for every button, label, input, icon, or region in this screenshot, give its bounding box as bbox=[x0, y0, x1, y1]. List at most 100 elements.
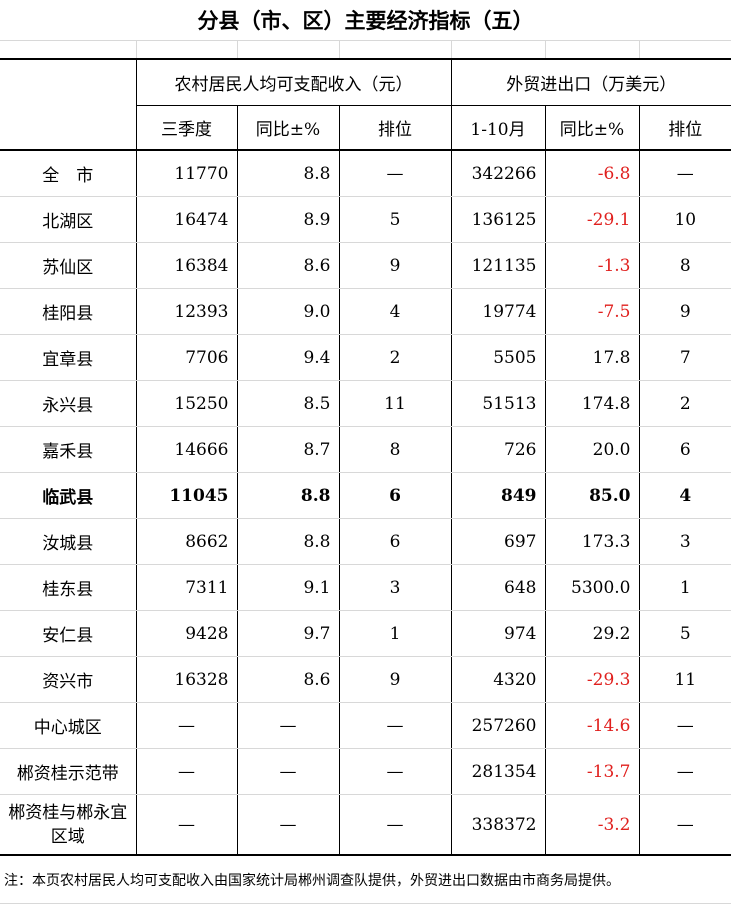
footnote: 注：本页农村居民人均可支配收入由国家统计局郴州调查队提供，外贸进出口数据由市商务… bbox=[0, 855, 731, 904]
cell-trade: 342266 bbox=[451, 150, 546, 197]
cell-trade: 281354 bbox=[451, 748, 546, 795]
cell-income-rank: 9 bbox=[339, 242, 452, 289]
cell-income-rank: 2 bbox=[339, 334, 452, 381]
cell-income: 8662 bbox=[136, 518, 238, 565]
cell-trade-yoy: -7.5 bbox=[545, 288, 640, 335]
cell-income: 16328 bbox=[136, 656, 238, 703]
cell-income-yoy: 8.6 bbox=[237, 656, 340, 703]
cell-trade-yoy: 173.3 bbox=[545, 518, 640, 565]
cell-trade-rank: — bbox=[639, 748, 731, 795]
cell-income-yoy: — bbox=[237, 794, 340, 856]
table-row: 宜章县 7706 9.4 2 5505 17.8 7 bbox=[0, 334, 731, 381]
row-name: 资兴市 bbox=[0, 656, 137, 703]
cell-trade: 726 bbox=[451, 426, 546, 473]
cell-trade: 338372 bbox=[451, 794, 546, 856]
cell-trade: 4320 bbox=[451, 656, 546, 703]
cell-trade: 697 bbox=[451, 518, 546, 565]
cell-trade-yoy: 85.0 bbox=[545, 472, 640, 519]
cell-income-yoy: 9.4 bbox=[237, 334, 340, 381]
cell-trade-rank: — bbox=[639, 794, 731, 856]
table-row: 全 市 11770 8.8—342266 -6.8— bbox=[0, 150, 731, 197]
cell-trade: 19774 bbox=[451, 288, 546, 335]
table-row: 北湖区 16474 8.9 5 136125 -29.1 10 bbox=[0, 196, 731, 243]
row-name: 临武县 bbox=[0, 472, 137, 519]
row-name: 苏仙区 bbox=[0, 242, 137, 289]
cell-trade-rank: 8 bbox=[639, 242, 731, 289]
cell-trade: 648 bbox=[451, 564, 546, 611]
cell-income: — bbox=[136, 702, 238, 749]
row-name: 桂阳县 bbox=[0, 288, 137, 335]
cell-trade-yoy: -6.8 bbox=[545, 150, 640, 197]
subheader: 排位 bbox=[639, 105, 731, 151]
table-row: 郴资桂与郴永宜区域 — — —338372 -3.2— bbox=[0, 794, 731, 856]
header-income: 农村居民人均可支配收入（元） bbox=[136, 59, 452, 106]
cell-trade: 121135 bbox=[451, 242, 546, 289]
cell-income-yoy: 9.0 bbox=[237, 288, 340, 335]
cell-income-rank: 5 bbox=[339, 196, 452, 243]
subheader: 同比±% bbox=[237, 105, 340, 151]
cell-income-rank: — bbox=[339, 794, 452, 856]
cell-trade-yoy: 20.0 bbox=[545, 426, 640, 473]
cell-trade-rank: 11 bbox=[639, 656, 731, 703]
row-name: 郴资桂示范带 bbox=[0, 748, 137, 795]
cell-trade: 136125 bbox=[451, 196, 546, 243]
cell-income-rank: 6 bbox=[339, 472, 452, 519]
cell-income-yoy: 8.8 bbox=[237, 150, 340, 197]
cell-income-yoy: 9.7 bbox=[237, 610, 340, 657]
page-title: 分县（市、区）主要经济指标（五） bbox=[0, 0, 731, 41]
cell-trade-yoy: -1.3 bbox=[545, 242, 640, 289]
row-name: 永兴县 bbox=[0, 380, 137, 427]
cell-income-yoy: 8.6 bbox=[237, 242, 340, 289]
cell-income-rank: — bbox=[339, 702, 452, 749]
cell-trade-yoy: -29.1 bbox=[545, 196, 640, 243]
cell-trade-yoy: 29.2 bbox=[545, 610, 640, 657]
row-name: 全 市 bbox=[0, 150, 137, 197]
cell-income-rank: 11 bbox=[339, 380, 452, 427]
cell-trade: 51513 bbox=[451, 380, 546, 427]
table-row: 郴资桂示范带 — — —281354 -13.7— bbox=[0, 748, 731, 795]
row-name: 宜章县 bbox=[0, 334, 137, 381]
cell-income: — bbox=[136, 748, 238, 795]
row-name: 嘉禾县 bbox=[0, 426, 137, 473]
cell-trade: 849 bbox=[451, 472, 546, 519]
table-row: 汝城县 8662 8.8 6 697 173.3 3 bbox=[0, 518, 731, 565]
table-row: 安仁县 9428 9.7 1 974 29.2 5 bbox=[0, 610, 731, 657]
cell-trade: 974 bbox=[451, 610, 546, 657]
cell-income-rank: 4 bbox=[339, 288, 452, 335]
row-name: 北湖区 bbox=[0, 196, 137, 243]
row-name: 汝城县 bbox=[0, 518, 137, 565]
table-row: 桂东县 7311 9.1 3 648 5300.0 1 bbox=[0, 564, 731, 611]
cell-trade-rank: 4 bbox=[639, 472, 731, 519]
cell-income: 7706 bbox=[136, 334, 238, 381]
cell-income-rank: 9 bbox=[339, 656, 452, 703]
cell-income-yoy: — bbox=[237, 702, 340, 749]
cell-income-yoy: 8.9 bbox=[237, 196, 340, 243]
cell-trade-rank: 1 bbox=[639, 564, 731, 611]
cell-trade-rank: — bbox=[639, 150, 731, 197]
table-row: 临武县 11045 8.8 6 849 85.0 4 bbox=[0, 472, 731, 519]
cell-trade-yoy: -3.2 bbox=[545, 794, 640, 856]
header-trade: 外贸进出口（万美元） bbox=[451, 59, 731, 106]
subheader: 1-10月 bbox=[451, 105, 546, 151]
cell-income-rank: — bbox=[339, 150, 452, 197]
cell-income-rank: 3 bbox=[339, 564, 452, 611]
cell-income: 12393 bbox=[136, 288, 238, 335]
cell-income: 14666 bbox=[136, 426, 238, 473]
row-name: 安仁县 bbox=[0, 610, 137, 657]
table-row: 中心城区 — — —257260 -14.6— bbox=[0, 702, 731, 749]
cell-income: 11045 bbox=[136, 472, 238, 519]
cell-trade-rank: 10 bbox=[639, 196, 731, 243]
subheader: 排位 bbox=[339, 105, 452, 151]
cell-income-yoy: — bbox=[237, 748, 340, 795]
cell-trade-yoy: 5300.0 bbox=[545, 564, 640, 611]
cell-trade-rank: 6 bbox=[639, 426, 731, 473]
cell-trade-rank: 9 bbox=[639, 288, 731, 335]
cell-trade-yoy: -29.3 bbox=[545, 656, 640, 703]
cell-income: — bbox=[136, 794, 238, 856]
cell-trade-rank: 2 bbox=[639, 380, 731, 427]
cell-income: 16474 bbox=[136, 196, 238, 243]
subheader: 三季度 bbox=[136, 105, 238, 151]
header-corner bbox=[0, 59, 137, 151]
